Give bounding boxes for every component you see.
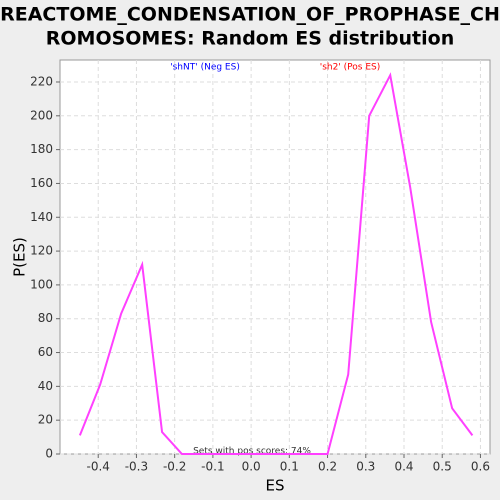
- y-tick-label: 60: [38, 345, 53, 359]
- y-tick-label: 0: [45, 447, 53, 461]
- x-tick-label: 0.2: [318, 460, 337, 474]
- y-tick-label: 220: [30, 74, 53, 88]
- x-axis-label: ES: [266, 477, 285, 495]
- y-tick-label: 100: [30, 277, 53, 291]
- y-tick-label: 200: [30, 108, 53, 122]
- y-tick-label: 140: [30, 210, 53, 224]
- legend-entry: 'shNT' (Neg ES): [170, 63, 240, 73]
- x-tick-label: -0.2: [163, 460, 186, 474]
- x-tick-label: 0.5: [433, 460, 452, 474]
- y-tick-label: 120: [30, 244, 53, 258]
- chart-title: ROMOSOMES: Random ES distribution: [46, 28, 454, 50]
- chart-title: REACTOME_CONDENSATION_OF_PROPHASE_CH: [0, 4, 500, 26]
- x-tick-label: 0.6: [471, 460, 490, 474]
- x-tick-label: 0.0: [242, 460, 261, 474]
- y-tick-label: 180: [30, 142, 53, 156]
- series-line: [78, 72, 474, 455]
- x-tick-label: 0.4: [394, 460, 413, 474]
- y-tick-label: 160: [30, 176, 53, 190]
- annotation: Sets with pos scores: 74%: [193, 447, 311, 457]
- y-tick-label: 20: [38, 413, 53, 427]
- x-tick-label: -0.1: [201, 460, 224, 474]
- x-tick-label: 0.1: [280, 460, 299, 474]
- x-tick-label: -0.4: [87, 460, 110, 474]
- x-tick-label: 0.3: [356, 460, 375, 474]
- plot-area: [59, 59, 491, 455]
- y-tick-label: 40: [38, 379, 53, 393]
- y-axis-label: P(ES): [11, 237, 29, 277]
- y-tick-label: 80: [38, 311, 53, 325]
- legend-entry: 'sh2' (Pos ES): [320, 63, 381, 73]
- x-tick-label: -0.3: [125, 460, 148, 474]
